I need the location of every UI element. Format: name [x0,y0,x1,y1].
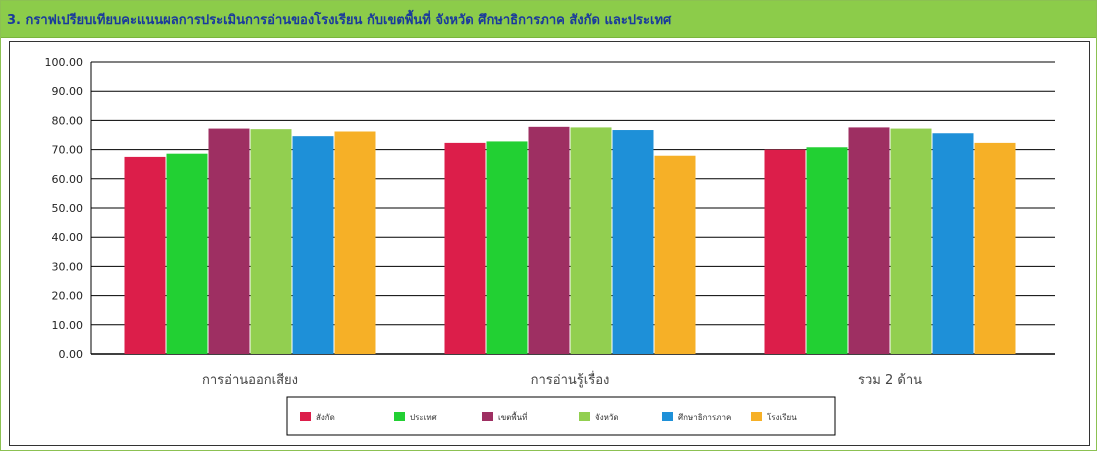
legend-label: โรงเรียน [767,412,797,422]
bar [166,153,208,354]
legend-label: จังหวัด [595,413,619,422]
legend-swatch [751,412,762,421]
bar [124,156,166,354]
x-tick-label: การอ่านรู้เรื่อง [531,371,610,388]
y-tick-label: 90.00 [52,85,84,98]
x-tick-label: การอ่านออกเสียง [202,372,298,388]
y-tick-label: 100.00 [45,56,84,69]
y-tick-label: 20.00 [52,290,84,303]
bar [208,128,250,354]
legend-swatch [579,412,590,421]
y-tick-label: 10.00 [52,319,84,332]
bar [334,131,376,354]
bar-chart: 0.00 10.00 20.00 30.00 40.00 50.00 60.00 70.00 8… [45,56,1055,436]
legend-swatch [662,412,673,421]
y-tick-label: 0.00 [59,348,84,361]
legend-box [286,396,836,436]
legend-label: สังกัด [316,413,335,422]
bar [444,142,486,354]
y-tick-label: 30.00 [52,260,84,273]
bar [292,136,334,354]
bar [570,127,612,355]
chart-title: 3. กราฟเปรียบเทียบคะแนนผลการประเมินการอ่… [7,13,672,28]
title-bar: 3. กราฟเปรียบเทียบคะแนนผลการประเมินการอ่… [1,1,1096,38]
bar [806,147,848,354]
legend-swatch [482,412,493,421]
bar [528,126,570,354]
bar [848,127,890,355]
bar [890,128,932,354]
bar [654,155,696,354]
y-tick-label: 70.00 [52,144,84,157]
bar [764,149,806,354]
y-tick-label: 40.00 [52,231,84,244]
y-tick-label: 50.00 [52,202,84,215]
bar [932,133,974,354]
legend-label: เขตพื้นที่ [498,411,527,422]
legend-label: ประเทศ [410,413,437,422]
bar [974,142,1016,354]
y-tick-label: 80.00 [52,114,84,127]
legend-swatch [300,412,311,421]
legend-label: ศึกษาธิการภาค [678,413,731,422]
legend-swatch [394,412,405,421]
x-tick-label: รวม 2 ด้าน [858,373,922,388]
bar [486,141,528,354]
bar [250,129,292,354]
bar [612,130,654,354]
y-tick-label: 60.00 [52,173,84,186]
chart-frame: 0.00 10.00 20.00 30.00 40.00 50.00 60.00 70.00 8… [9,41,1090,446]
